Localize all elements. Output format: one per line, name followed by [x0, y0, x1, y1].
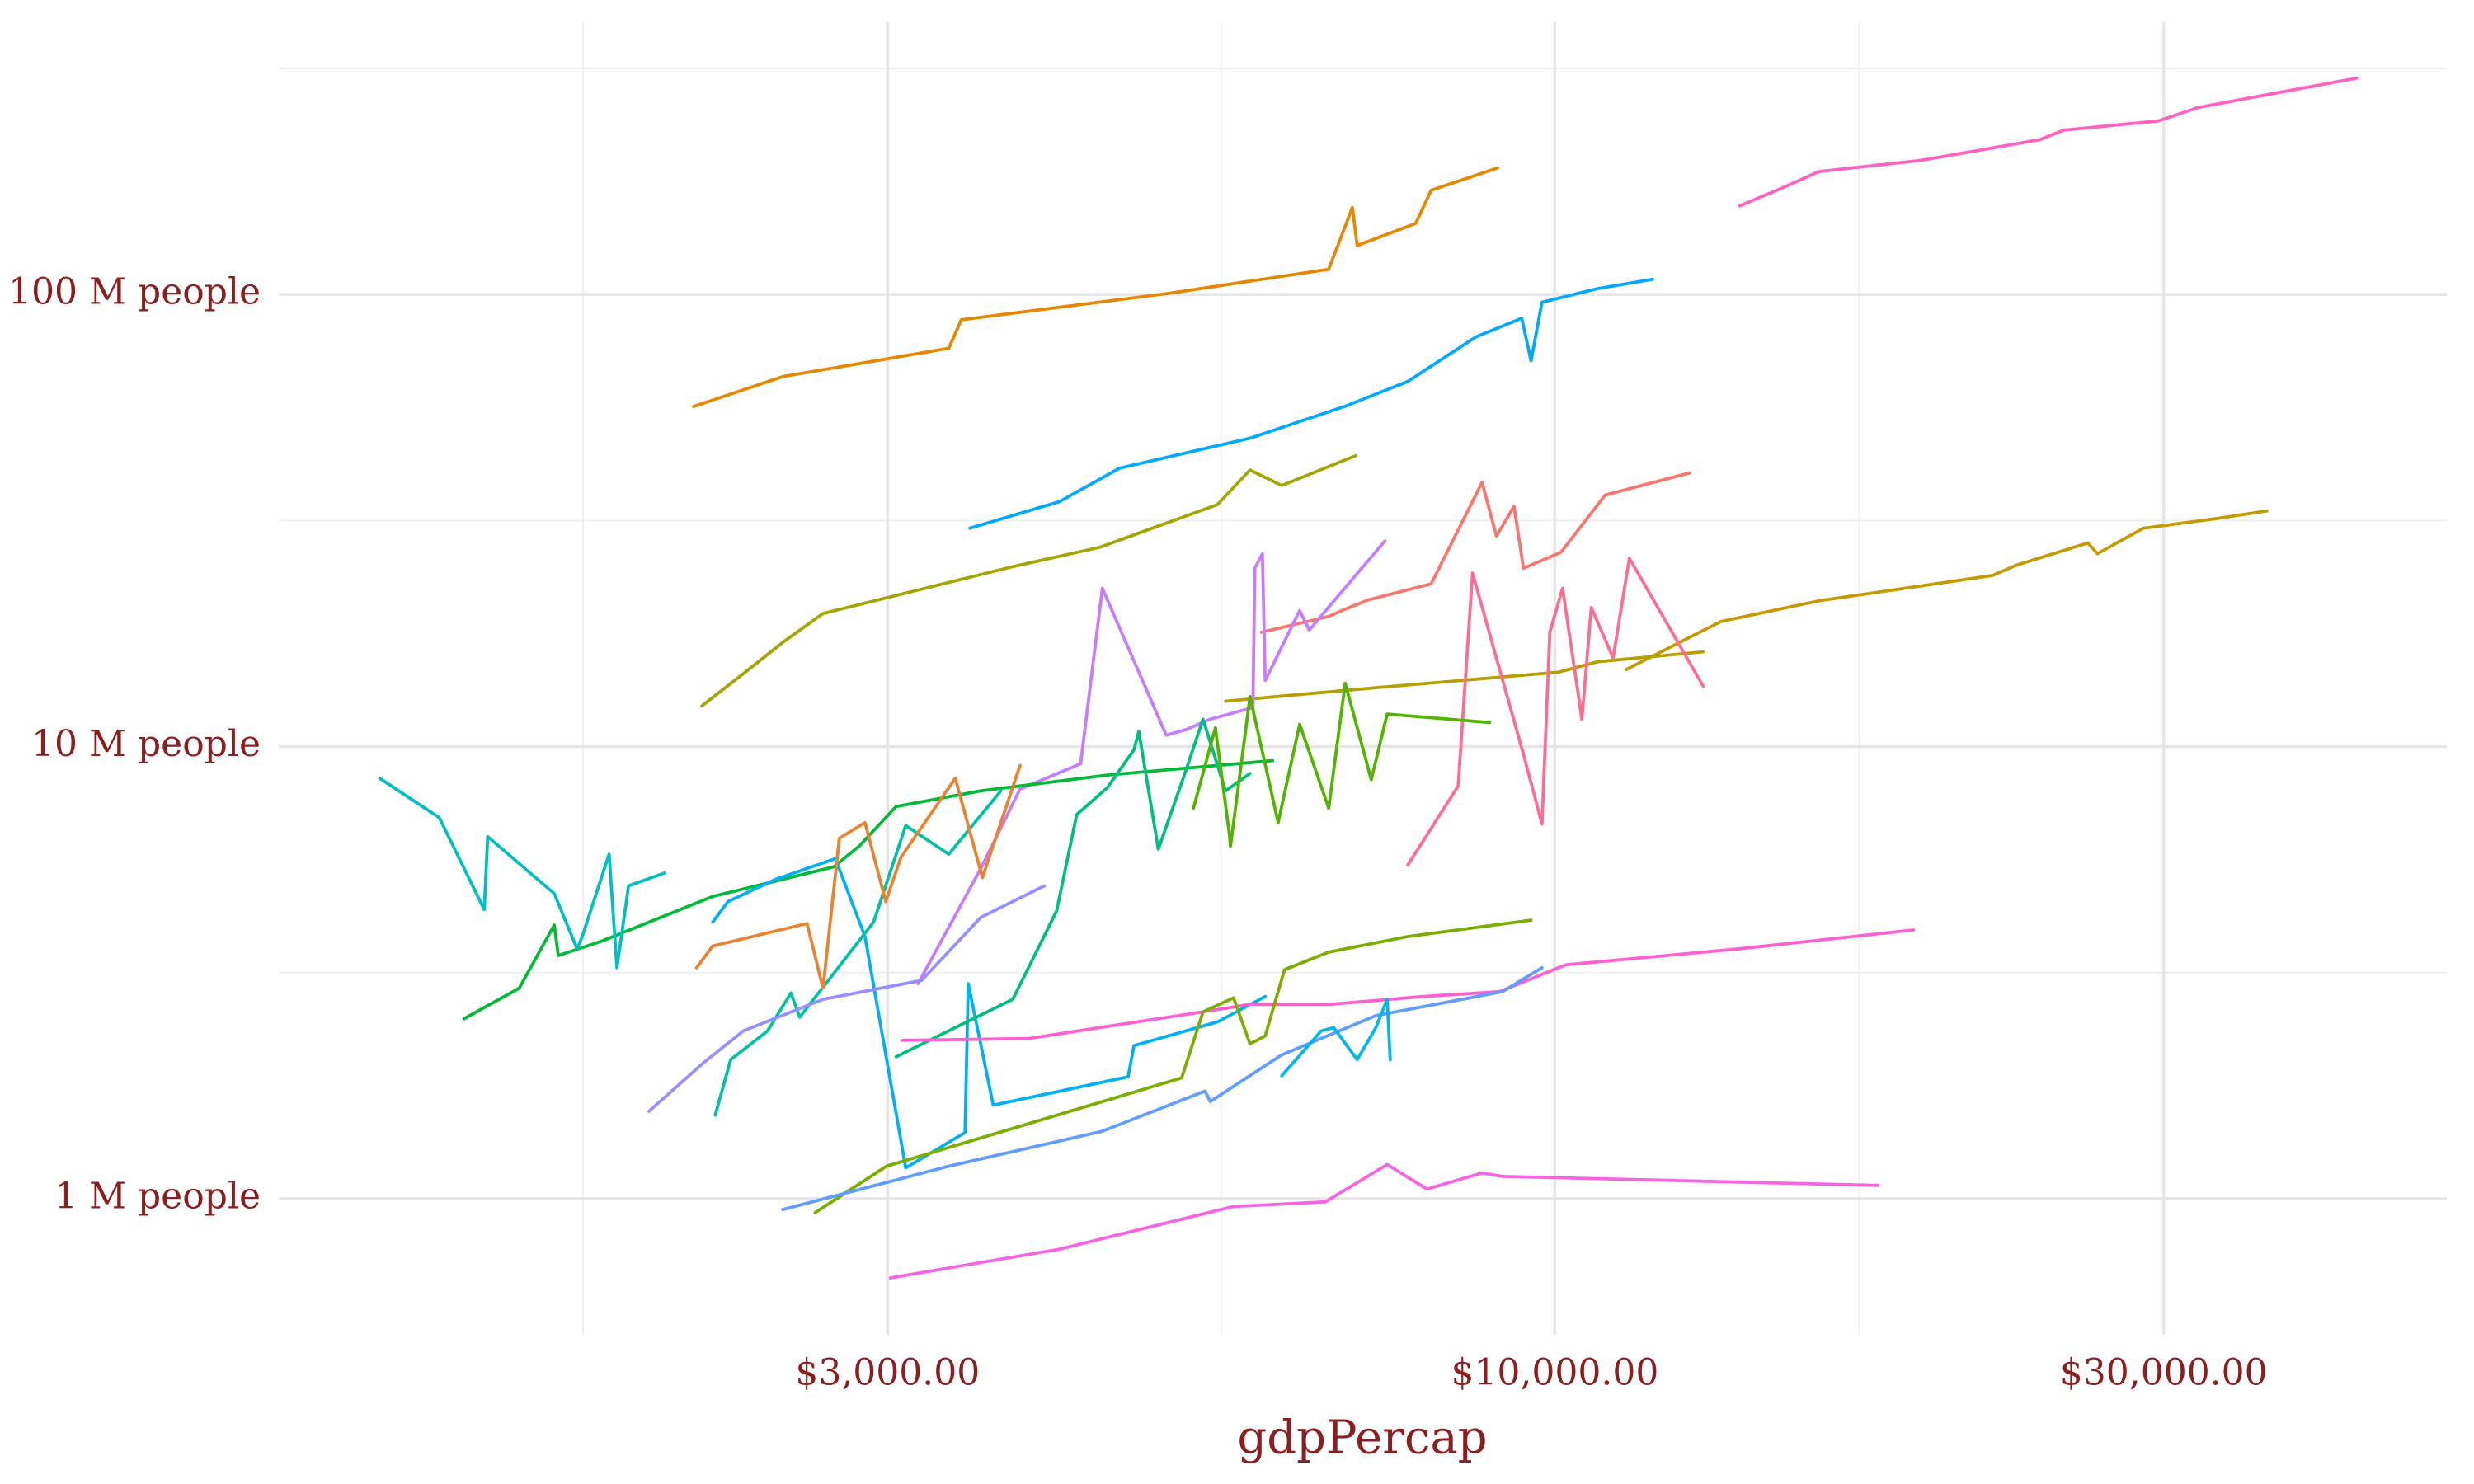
series-line	[692, 166, 1499, 408]
series-line	[1192, 681, 1492, 848]
series-line	[1280, 998, 1392, 1078]
series-line	[968, 277, 1654, 530]
series-line	[888, 1162, 1879, 1280]
series-line	[813, 918, 1533, 1214]
series-line	[916, 539, 1387, 985]
y-tick-label: 100 M people	[8, 271, 261, 313]
series-line	[378, 777, 666, 970]
series-line	[1259, 471, 1691, 634]
series-line	[711, 857, 1268, 1170]
lines	[378, 76, 2359, 1280]
series-line	[1224, 650, 1705, 703]
x-tick-label: $30,000.00	[2060, 1352, 2268, 1394]
grid	[279, 22, 2447, 1335]
y-tick-label: 10 M people	[31, 723, 261, 765]
series-line	[901, 928, 1916, 1042]
series-line	[700, 453, 1357, 708]
y-tick-label: 1 M people	[54, 1175, 261, 1217]
x-tick-label: $3,000.00	[795, 1352, 980, 1394]
series-line	[1406, 556, 1705, 867]
series-line	[1624, 509, 2269, 672]
x-axis-title: gdpPercap	[1237, 1411, 1487, 1465]
series-line	[694, 763, 1022, 990]
series-line	[894, 717, 1252, 1059]
labels: $3,000.00 $10,000.00 $30,000.00 1 M people 1…	[8, 271, 2268, 1394]
x-tick-label: $10,000.00	[1451, 1352, 1658, 1394]
series-line	[781, 966, 1544, 1211]
series-line	[647, 884, 1047, 1113]
series-line	[1738, 76, 2359, 208]
series-line	[713, 789, 1003, 1117]
